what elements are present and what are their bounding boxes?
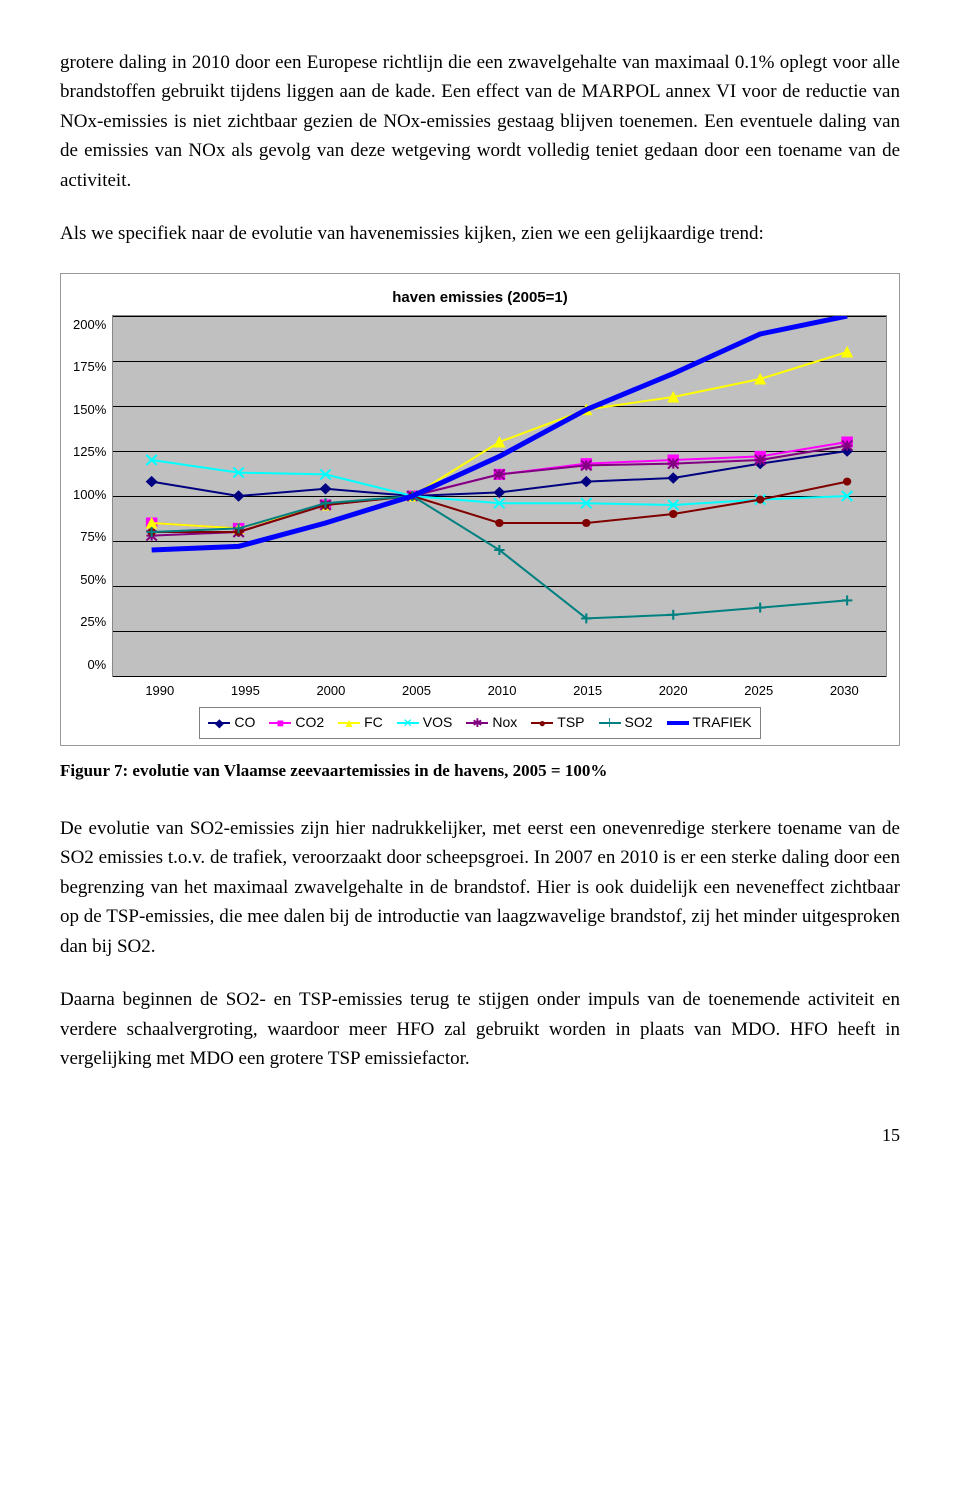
series-marker-Nox bbox=[494, 469, 504, 479]
series-marker-Nox bbox=[842, 440, 852, 450]
series-marker-CO bbox=[321, 484, 331, 494]
legend-marker-icon: ＋ bbox=[604, 717, 616, 729]
series-marker-CO bbox=[234, 491, 244, 501]
paragraph-3: De evolutie van SO2-emissies zijn hier n… bbox=[60, 814, 900, 961]
series-marker-TSP bbox=[843, 477, 851, 485]
x-tick-label: 1990 bbox=[117, 681, 203, 701]
series-marker-Nox bbox=[668, 458, 678, 468]
y-tick-label: 0% bbox=[87, 655, 106, 675]
page-number: 15 bbox=[60, 1122, 900, 1150]
series-marker-TSP bbox=[582, 519, 590, 527]
paragraph-1: grotere daling in 2010 door een Europese… bbox=[60, 48, 900, 195]
series-marker-TSP bbox=[495, 519, 503, 527]
paragraph-4: Daarna beginnen de SO2- en TSP-emissies … bbox=[60, 985, 900, 1073]
series-marker-FC bbox=[842, 347, 852, 357]
series-marker-CO bbox=[668, 473, 678, 483]
y-tick-label: 125% bbox=[73, 442, 106, 462]
legend-swatch: ✱ bbox=[466, 722, 488, 724]
legend-label: FC bbox=[364, 712, 383, 734]
x-tick-label: 2025 bbox=[716, 681, 802, 701]
legend-marker-icon: ✕ bbox=[403, 717, 413, 729]
series-marker-TSP bbox=[669, 510, 677, 518]
paragraph-2: Als we specifiek naar de evolutie van ha… bbox=[60, 219, 900, 248]
legend-label: SO2 bbox=[625, 712, 653, 734]
y-tick-label: 50% bbox=[80, 570, 106, 590]
legend-marker-icon: ■ bbox=[277, 717, 284, 729]
chart-legend: ◆ CO ■ CO2 ▲ FC ✕ VOS ✱ Nox ● TSP ＋ SO2 TRAFIEK bbox=[199, 707, 760, 739]
figure-caption: Figuur 7: evolutie van Vlaamse zeevaarte… bbox=[60, 758, 900, 784]
series-marker-TSP bbox=[756, 495, 764, 503]
series-marker-SO2 bbox=[755, 602, 765, 612]
x-tick-label: 2010 bbox=[459, 681, 545, 701]
x-tick-label: 2020 bbox=[630, 681, 716, 701]
legend-item-SO2: ＋ SO2 bbox=[599, 712, 653, 734]
x-tick-label: 2005 bbox=[374, 681, 460, 701]
legend-marker-icon: ▲ bbox=[343, 717, 355, 729]
series-line-TRAFIEK bbox=[152, 316, 847, 550]
legend-label: TRAFIEK bbox=[693, 712, 752, 734]
series-marker-CO bbox=[494, 487, 504, 497]
chart-title: haven emissies (2005=1) bbox=[73, 286, 887, 309]
legend-item-VOS: ✕ VOS bbox=[397, 712, 453, 734]
legend-marker-icon: ✱ bbox=[472, 717, 482, 729]
y-tick-label: 200% bbox=[73, 315, 106, 335]
legend-swatch: ■ bbox=[269, 722, 291, 724]
series-line-SO2 bbox=[152, 496, 847, 618]
chart-svg bbox=[113, 316, 886, 676]
x-tick-label: 1995 bbox=[203, 681, 289, 701]
series-marker-Nox bbox=[755, 455, 765, 465]
legend-item-Nox: ✱ Nox bbox=[466, 712, 517, 734]
series-marker-FC bbox=[494, 437, 504, 447]
x-tick-label: 2000 bbox=[288, 681, 374, 701]
chart-y-axis: 200% 175% 150% 125% 100% 75% 50% 25% 0% bbox=[73, 315, 112, 675]
y-tick-label: 175% bbox=[73, 357, 106, 377]
gridline bbox=[113, 676, 886, 677]
y-tick-label: 150% bbox=[73, 400, 106, 420]
chart-x-axis: 199019952000200520102015202020252030 bbox=[117, 681, 887, 701]
x-tick-label: 2015 bbox=[545, 681, 631, 701]
legend-swatch: ◆ bbox=[208, 722, 230, 724]
legend-item-TRAFIEK: TRAFIEK bbox=[667, 712, 752, 734]
legend-swatch: ▲ bbox=[338, 722, 360, 724]
legend-item-FC: ▲ FC bbox=[338, 712, 383, 734]
legend-swatch: ● bbox=[531, 722, 553, 724]
y-tick-label: 75% bbox=[80, 527, 106, 547]
legend-label: CO2 bbox=[295, 712, 324, 734]
y-tick-label: 100% bbox=[73, 485, 106, 505]
legend-item-CO: ◆ CO bbox=[208, 712, 255, 734]
legend-label: Nox bbox=[492, 712, 517, 734]
x-tick-label: 2030 bbox=[802, 681, 888, 701]
legend-swatch bbox=[667, 721, 689, 725]
series-marker-CO bbox=[147, 476, 157, 486]
legend-marker-icon: ◆ bbox=[215, 717, 224, 729]
legend-swatch: ＋ bbox=[599, 722, 621, 724]
legend-item-TSP: ● TSP bbox=[531, 712, 584, 734]
chart-container: haven emissies (2005=1) 200% 175% 150% 125%… bbox=[60, 273, 900, 746]
legend-marker-icon: ● bbox=[539, 717, 546, 729]
legend-label: CO bbox=[234, 712, 255, 734]
series-marker-CO bbox=[581, 476, 591, 486]
chart-plot-area bbox=[112, 315, 887, 677]
legend-label: TSP bbox=[557, 712, 584, 734]
legend-item-CO2: ■ CO2 bbox=[269, 712, 324, 734]
series-marker-SO2 bbox=[668, 610, 678, 620]
legend-label: VOS bbox=[423, 712, 453, 734]
series-marker-SO2 bbox=[842, 595, 852, 605]
y-tick-label: 25% bbox=[80, 612, 106, 632]
series-marker-Nox bbox=[581, 460, 591, 470]
legend-swatch: ✕ bbox=[397, 722, 419, 724]
